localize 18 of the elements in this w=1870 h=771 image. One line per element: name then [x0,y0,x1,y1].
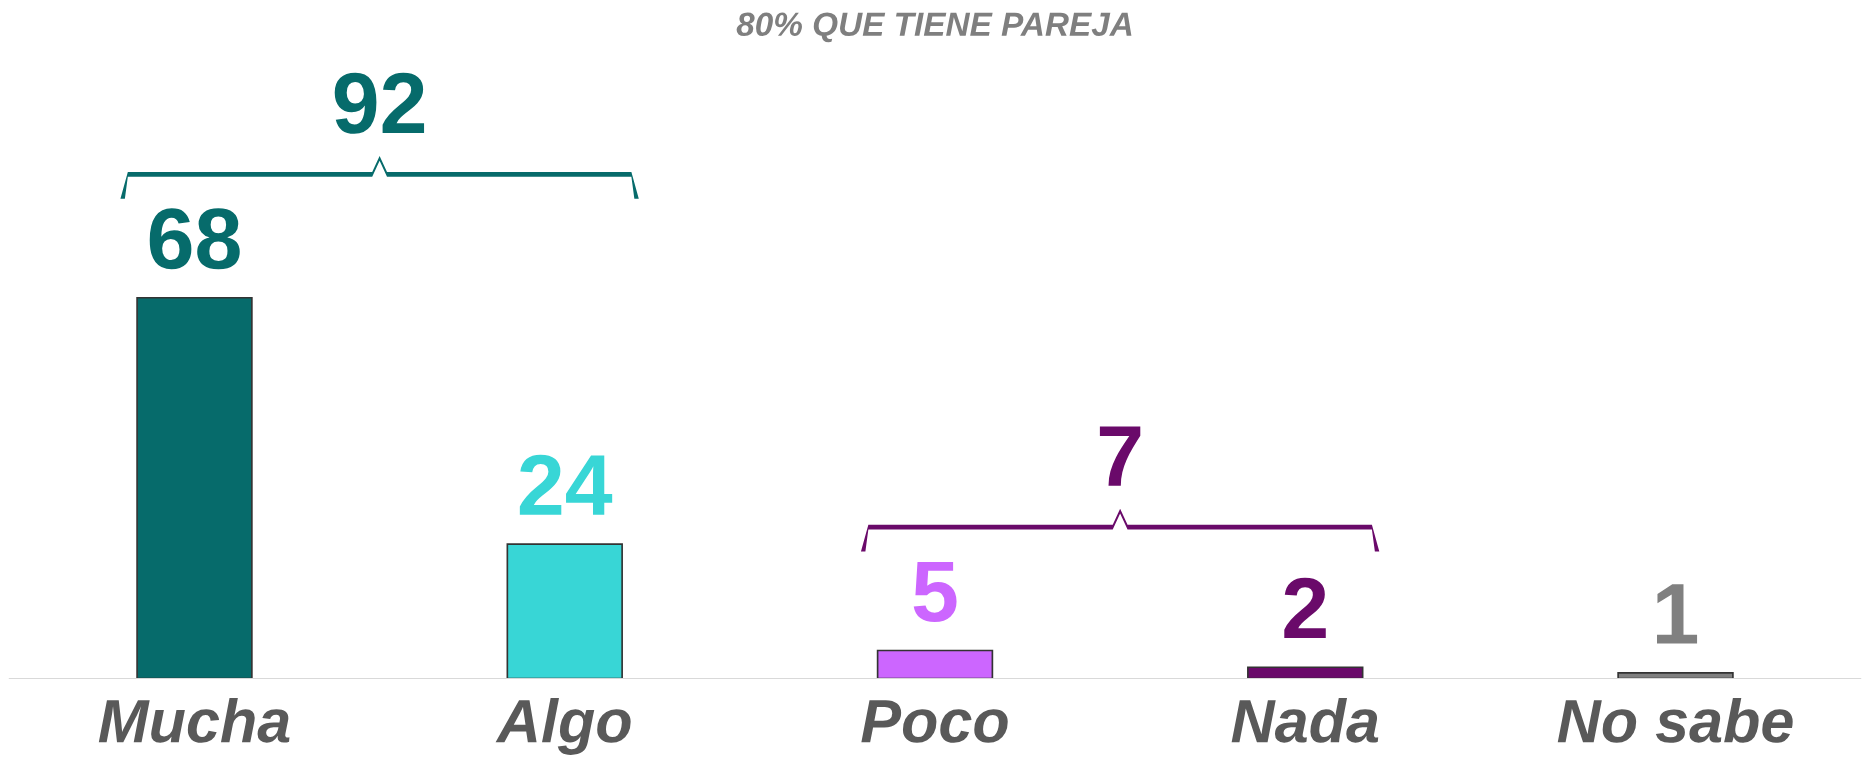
data-label: 24 [519,454,613,515]
bar [1247,666,1364,679]
annotation: 7 [1099,426,1141,486]
bar [136,296,253,679]
data-label: 1 [1657,584,1698,644]
x-tick-label: Mucha [98,697,290,743]
x-tick-label: Poco [861,700,1008,743]
data-label: 5 [913,561,957,623]
data-label: 68 [149,208,240,270]
bar [1617,672,1734,679]
bar [506,543,623,679]
x-tick-label: Algo [495,697,631,755]
bar [876,649,994,679]
x-tick-label: Nada [1231,697,1379,743]
chart-title: 80% QUE TIENE PAREJA [736,12,1132,43]
x-tick-label: No sabe [1557,697,1793,743]
data-label: 2 [1284,577,1326,638]
text: 92 [334,72,425,134]
